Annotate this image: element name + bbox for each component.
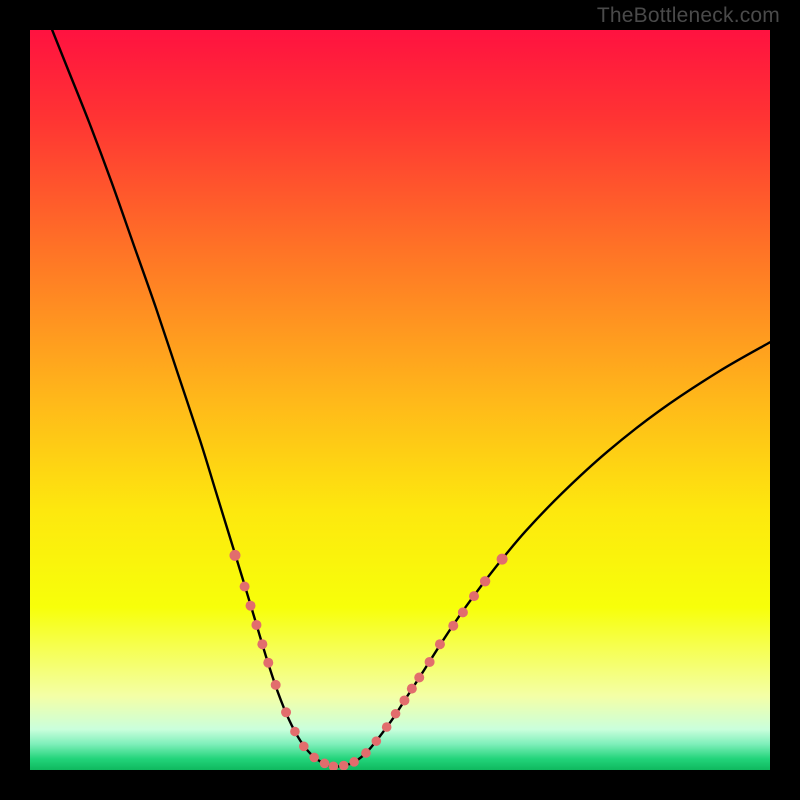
curve-marker <box>372 736 382 746</box>
curve-marker <box>407 684 417 694</box>
curve-marker <box>299 742 309 752</box>
curve-marker <box>246 601 256 611</box>
curve-marker <box>435 639 445 649</box>
curve-marker <box>469 591 479 601</box>
curve-marker <box>448 621 458 631</box>
curve-marker <box>349 757 359 767</box>
curve-marker <box>290 727 300 737</box>
curve-marker <box>480 576 490 586</box>
curve-marker <box>309 753 319 763</box>
curve-marker <box>425 657 435 667</box>
curve-marker <box>263 658 273 668</box>
curve-marker <box>257 639 267 649</box>
bottleneck-curve-chart <box>30 30 770 770</box>
curve-marker <box>240 581 250 591</box>
curve-marker <box>497 554 508 565</box>
curve-marker <box>382 722 392 732</box>
curve-marker <box>271 680 281 690</box>
curve-marker <box>361 748 371 758</box>
curve-marker <box>391 709 401 719</box>
curve-marker <box>458 607 468 617</box>
curve-marker <box>251 620 261 630</box>
curve-marker <box>320 759 330 769</box>
curve-marker <box>414 673 424 683</box>
chart-plot-area <box>30 30 770 770</box>
curve-marker <box>229 550 240 561</box>
curve-marker <box>339 761 349 770</box>
curve-marker <box>281 707 291 717</box>
gradient-background <box>30 30 770 770</box>
watermark-text: TheBottleneck.com <box>597 4 780 28</box>
curve-marker <box>399 695 409 705</box>
